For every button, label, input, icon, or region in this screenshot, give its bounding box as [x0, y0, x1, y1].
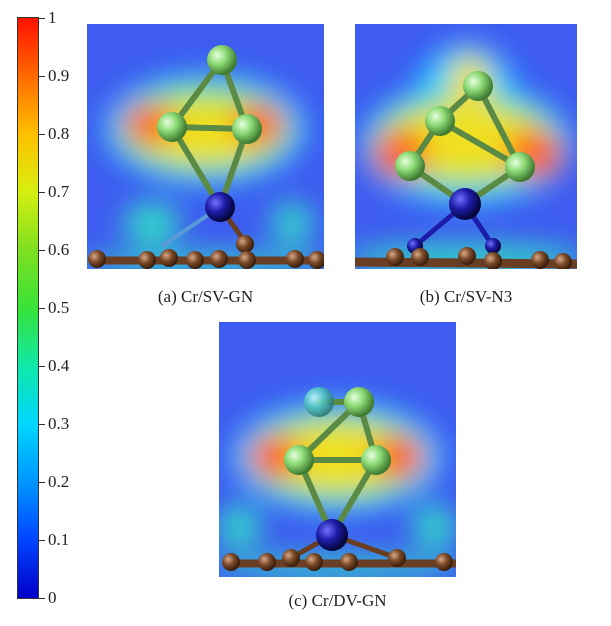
colorbar-tick — [39, 18, 45, 19]
colorbar-tick-label: 0.2 — [48, 472, 70, 491]
caption-b: (b) Cr/SV-N3 — [419, 287, 513, 306]
colorbar-tick-label: 0.8 — [48, 124, 70, 143]
colorbar-tick — [39, 250, 45, 251]
colorbar — [17, 17, 39, 599]
colorbar-tick — [39, 76, 45, 77]
colorbar-tick-label: 1 — [48, 8, 57, 27]
colorbar-tick-label: 0.4 — [48, 356, 70, 375]
colorbar-tick-label: 0 — [48, 588, 57, 607]
panel-c-image — [219, 322, 456, 577]
colorbar-tick — [39, 598, 45, 599]
panel-a-image — [87, 24, 324, 269]
colorbar-tick-label: 0.1 — [48, 530, 70, 549]
colorbar-tick-label: 0.5 — [48, 298, 70, 317]
colorbar-tick — [39, 192, 45, 193]
colorbar-tick-label: 0.3 — [48, 414, 70, 433]
colorbar-tick-label: 0.7 — [48, 182, 70, 201]
colorbar-tick — [39, 308, 45, 309]
colorbar-tick — [39, 424, 45, 425]
colorbar-tick — [39, 482, 45, 483]
colorbar-tick-label: 0.9 — [48, 66, 70, 85]
caption-c: (c) Cr/DV-GN — [288, 591, 387, 610]
colorbar-tick — [39, 366, 45, 367]
caption-a: (a) Cr/SV-GN — [157, 287, 254, 306]
colorbar-tick — [39, 134, 45, 135]
panel-b-image — [355, 24, 577, 269]
colorbar-tick — [39, 540, 45, 541]
colorbar-tick-label: 0.6 — [48, 240, 70, 259]
